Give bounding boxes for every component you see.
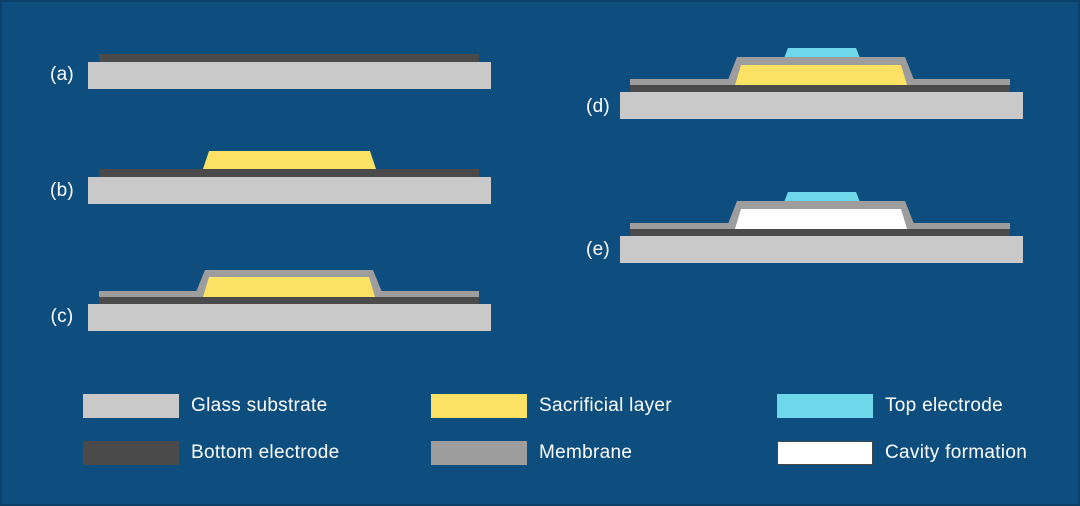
sacrificial-layer [735, 65, 907, 85]
cavity-formation-layer [735, 209, 907, 229]
panel-b-label: (b) [49, 180, 75, 201]
legend-item-top-electrode: Top electrode [777, 394, 1003, 418]
glass-substrate-layer [620, 92, 1023, 119]
panel-d-label: (d) [585, 96, 611, 117]
bottom-electrode-layer [99, 169, 479, 177]
legend-label-sacrificial-layer: Sacrificial layer [539, 395, 672, 416]
legend-swatch-cavity-formation [777, 441, 873, 465]
bottom-electrode-layer [99, 297, 479, 304]
legend-swatch-top-electrode [777, 394, 873, 418]
legend-label-membrane: Membrane [539, 442, 633, 463]
panel-e-label: (e) [585, 239, 611, 260]
legend-label-top-electrode: Top electrode [885, 395, 1003, 416]
legend-item-bottom-electrode: Bottom electrode [83, 441, 339, 465]
legend-swatch-glass-substrate [83, 394, 179, 418]
panel-a-label: (a) [49, 64, 75, 85]
legend-item-sacrificial-layer: Sacrificial layer [431, 394, 672, 418]
legend-label-glass-substrate: Glass substrate [191, 395, 328, 416]
top-electrode-layer [784, 192, 860, 202]
bottom-electrode-layer [630, 229, 1010, 236]
panel-c-label: (c) [50, 306, 74, 327]
legend-item-glass-substrate: Glass substrate [83, 394, 328, 418]
legend-swatch-sacrificial-layer [431, 394, 527, 418]
legend-label-cavity-formation: Cavity formation [885, 442, 1028, 463]
legend-swatch-bottom-electrode [83, 441, 179, 465]
glass-substrate-layer [88, 177, 491, 204]
legend-item-membrane: Membrane [431, 441, 632, 465]
top-electrode-layer [784, 48, 860, 58]
glass-substrate-layer [88, 304, 491, 331]
legend-swatch-membrane [431, 441, 527, 465]
glass-substrate-layer [620, 236, 1023, 263]
sacrificial-layer [203, 151, 376, 169]
sacrificial-layer [203, 277, 375, 297]
glass-substrate-layer [88, 62, 491, 89]
legend-label-bottom-electrode: Bottom electrode [191, 442, 340, 463]
bottom-electrode-layer [99, 54, 479, 62]
bottom-electrode-layer [630, 85, 1010, 92]
legend-item-cavity-formation: Cavity formation [777, 441, 1027, 465]
